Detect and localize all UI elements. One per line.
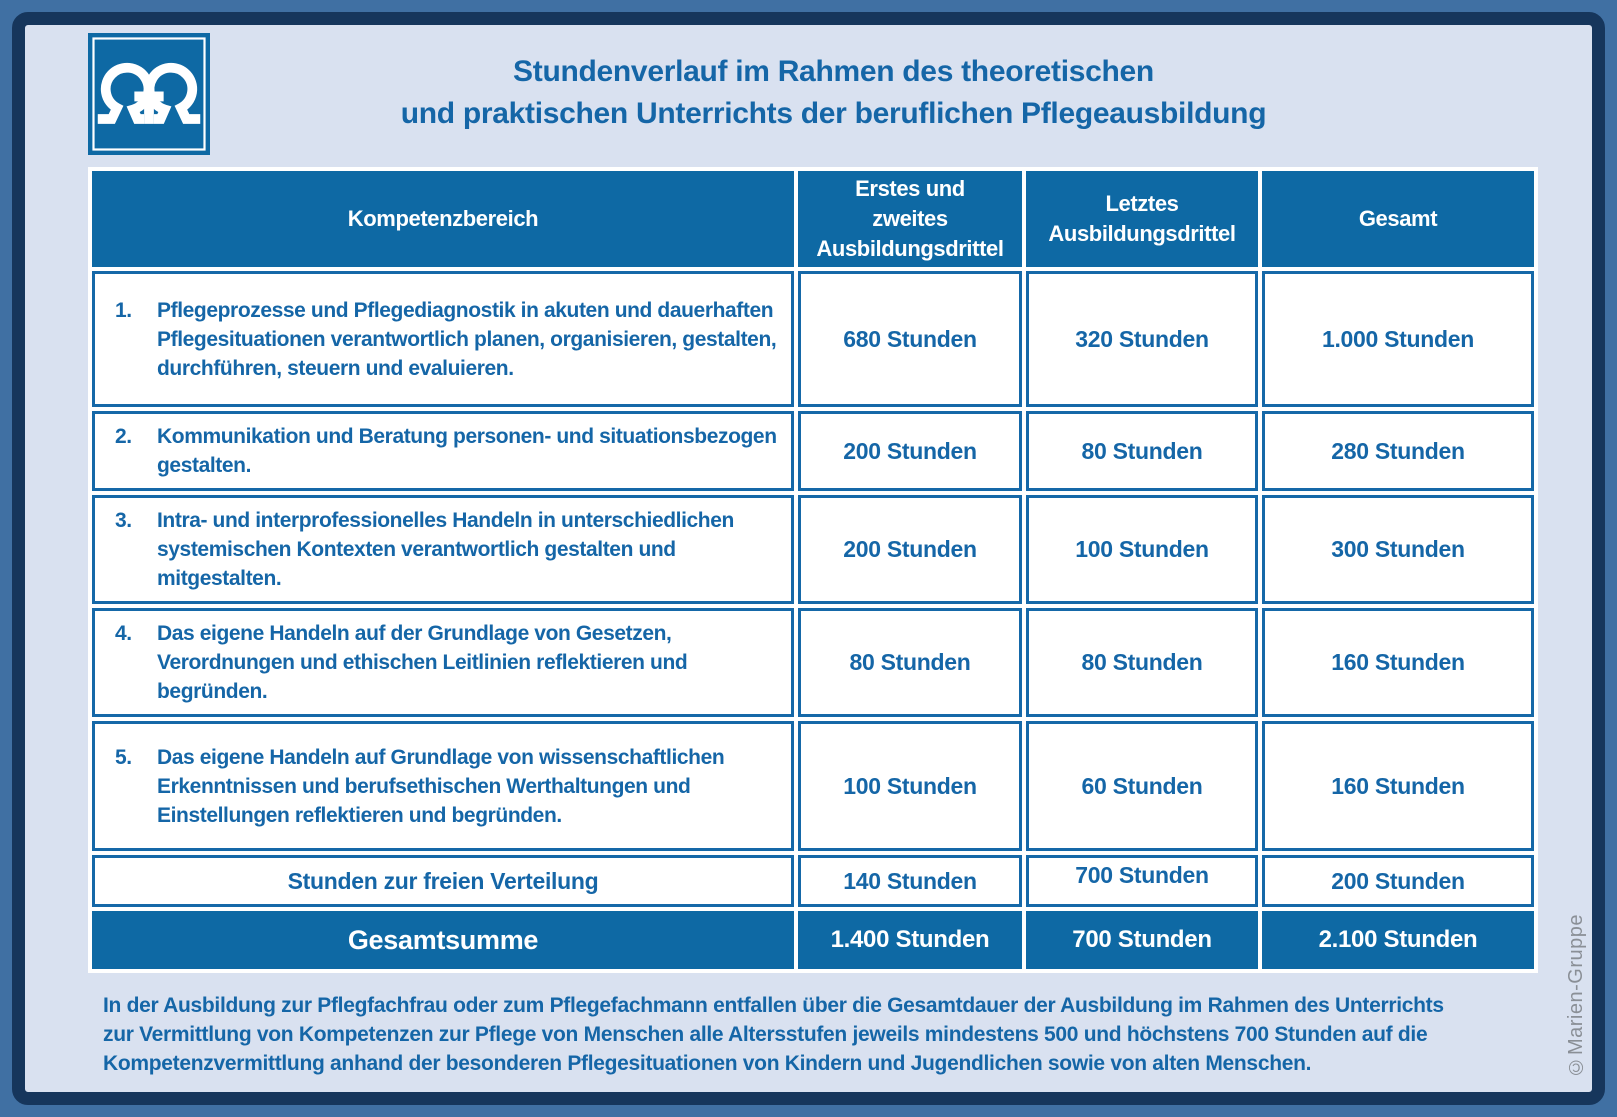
table-row-3: 3. Intra- und interprofessionelles Hande… xyxy=(92,495,1534,604)
page-title-line-1: Stundenverlauf im Rahmen des theoretisch… xyxy=(513,55,1154,88)
hours-last-third: 60 Stunden xyxy=(1026,721,1258,851)
footnote-line-3: Kompetenzvermittlung anhand der besonder… xyxy=(103,1052,1312,1075)
table-row-5: 5. Das eigene Handeln auf Grundlage von … xyxy=(92,721,1534,851)
row-number: 5. xyxy=(115,745,132,769)
hours-last-third: 100 Stunden xyxy=(1026,495,1258,604)
hours-first-two-thirds: 80 Stunden xyxy=(798,608,1022,717)
hours-total: 1.000 Stunden xyxy=(1262,271,1534,407)
competency-text: Intra- und interprofessionelles Handeln … xyxy=(157,509,734,590)
table-header-row: Kompetenzbereich Erstes und zweites Ausb… xyxy=(92,171,1534,267)
grand-total-row: Gesamtsumme 1.400 Stunden 700 Stunden 2.… xyxy=(92,911,1534,969)
header-gesamt: Gesamt xyxy=(1262,171,1534,267)
footnote-line-1: In der Ausbildung zur Pflegfachfrau oder… xyxy=(103,994,1444,1017)
hours-total: 200 Stunden xyxy=(1262,855,1534,907)
total-last-third: 700 Stunden xyxy=(1026,911,1258,969)
footnote-line-2: zur Vermittlung von Kompetenzen zur Pfle… xyxy=(103,1023,1428,1046)
competency-text: Das eigene Handeln auf Grundlage von wis… xyxy=(157,745,725,827)
hours-total: 160 Stunden xyxy=(1262,608,1534,717)
free-distribution-row: Stunden zur freien Verteilung 140 Stunde… xyxy=(92,855,1534,907)
header-erstes-zweites-drittel: Erstes und zweites Ausbildungsdrittel xyxy=(798,171,1022,267)
hours-total: 160 Stunden xyxy=(1262,721,1534,851)
hours-last-third: 80 Stunden xyxy=(1026,608,1258,717)
hours-first-two-thirds: 200 Stunden xyxy=(798,411,1022,491)
hours-last-third: 700 Stunden xyxy=(1026,855,1258,907)
grand-total-label: Gesamtsumme xyxy=(92,911,794,969)
hours-last-third: 80 Stunden xyxy=(1026,411,1258,491)
hours-total: 300 Stunden xyxy=(1262,495,1534,604)
footnote: In der Ausbildung zur Pflegfachfrau oder… xyxy=(103,991,1502,1078)
competency-text: Das eigene Handeln auf der Grundlage von… xyxy=(157,622,688,703)
free-distribution-label: Stunden zur freien Verteilung xyxy=(92,855,794,907)
total-first-two-thirds: 1.400 Stunden xyxy=(798,911,1022,969)
copyright-credit: ©Marien-Gruppe xyxy=(1565,914,1587,1078)
hours-first-two-thirds: 680 Stunden xyxy=(798,271,1022,407)
table-row-1: 1. Pflegeprozesse und Pflegediagnostik i… xyxy=(92,271,1534,407)
row-number: 3. xyxy=(115,509,132,532)
row-number: 4. xyxy=(115,622,132,645)
hours-first-two-thirds: 140 Stunden xyxy=(798,855,1022,907)
competency-text: Pflegeprozesse und Pflegediagnostik in a… xyxy=(157,298,777,380)
hours-first-two-thirds: 100 Stunden xyxy=(798,721,1022,851)
page-title: Stundenverlauf im Rahmen des theoretisch… xyxy=(195,51,1472,135)
total-overall: 2.100 Stunden xyxy=(1262,911,1534,969)
header-kompetenzbereich: Kompetenzbereich xyxy=(92,171,794,267)
hours-total: 280 Stunden xyxy=(1262,411,1534,491)
competency-cell: 4. Das eigene Handeln auf der Grundlage … xyxy=(92,608,794,717)
competency-text: Kommunikation und Beratung personen- und… xyxy=(157,425,777,477)
competency-cell: 2. Kommunikation und Beratung personen- … xyxy=(92,411,794,491)
competency-cell: 3. Intra- und interprofessionelles Hande… xyxy=(92,495,794,604)
hours-table: Kompetenzbereich Erstes und zweites Ausb… xyxy=(88,167,1538,973)
hours-first-two-thirds: 200 Stunden xyxy=(798,495,1022,604)
hours-last-third: 320 Stunden xyxy=(1026,271,1258,407)
competency-cell: 5. Das eigene Handeln auf Grundlage von … xyxy=(92,721,794,851)
competency-cell: 1. Pflegeprozesse und Pflegediagnostik i… xyxy=(92,271,794,407)
marien-gruppe-logo-icon xyxy=(88,33,210,155)
row-number: 2. xyxy=(115,425,132,448)
table-row-2: 2. Kommunikation und Beratung personen- … xyxy=(92,411,1534,491)
row-number: 1. xyxy=(115,298,132,322)
table-row-4: 4. Das eigene Handeln auf der Grundlage … xyxy=(92,608,1534,717)
page-title-line-2: und praktischen Unterrichts der beruflic… xyxy=(400,97,1267,130)
content-area: Stundenverlauf im Rahmen des theoretisch… xyxy=(12,12,1605,1105)
header-letztes-drittel: Letztes Ausbildungsdrittel xyxy=(1026,171,1258,267)
